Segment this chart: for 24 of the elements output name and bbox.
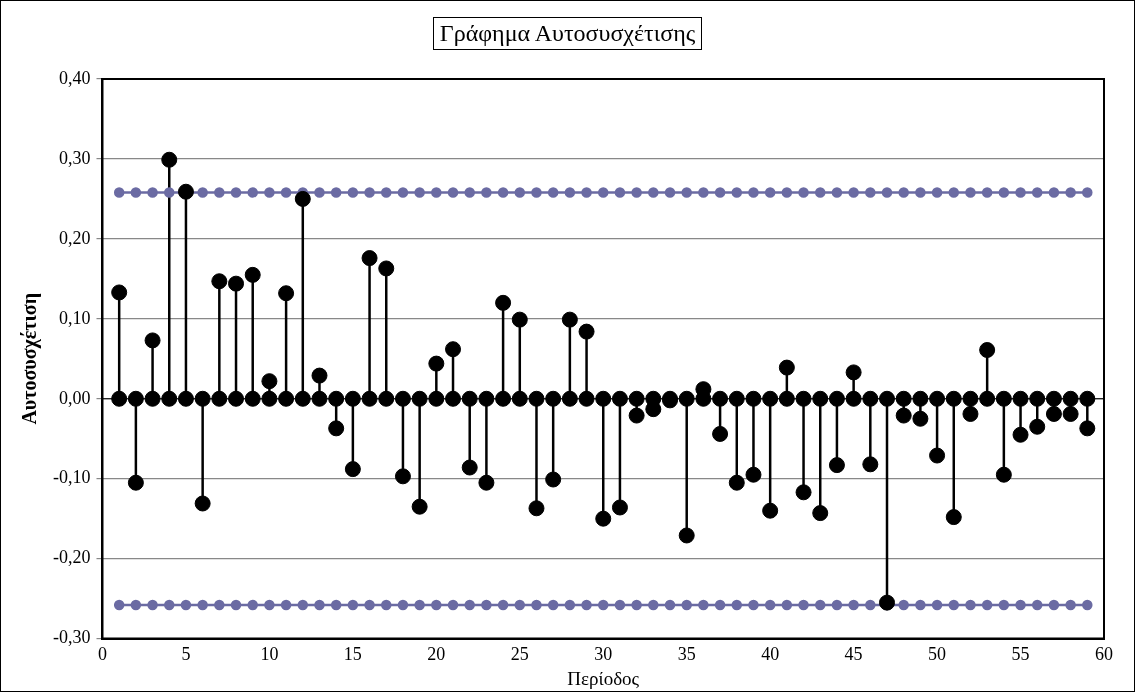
x-tick-label: 10 — [260, 644, 279, 665]
x-tick-label: 50 — [928, 644, 947, 665]
x-tick-label: 5 — [181, 644, 191, 665]
y-tick-label: -0,10 — [52, 467, 91, 488]
x-tick-label: 30 — [594, 644, 613, 665]
x-tick-label: 15 — [343, 644, 362, 665]
x-axis-title: Περίοδος — [567, 667, 640, 689]
y-tick-label: 0,40 — [58, 67, 91, 88]
y-tick-label: -0,20 — [52, 547, 91, 568]
x-tick-label: 25 — [510, 644, 529, 665]
y-tick-label: 0,10 — [58, 307, 91, 328]
x-tick-label: 40 — [761, 644, 780, 665]
y-tick-label: 0,00 — [58, 387, 91, 408]
x-tick-label: 35 — [677, 644, 696, 665]
x-tick-label: 20 — [427, 644, 446, 665]
x-tick-label: 60 — [1095, 644, 1113, 665]
y-tick-label: -0,30 — [52, 627, 91, 648]
x-tick-label: 0 — [97, 644, 107, 665]
x-tick-label: 45 — [844, 644, 863, 665]
y-tick-label: 0,30 — [58, 147, 91, 168]
chart-title: Γράφημα Αυτοσυσχέτισης — [432, 17, 703, 50]
y-tick-label: 0,20 — [58, 227, 91, 248]
y-axis-title: Αυτοσυσχέτιση — [18, 292, 42, 425]
x-tick-label: 55 — [1011, 644, 1030, 665]
